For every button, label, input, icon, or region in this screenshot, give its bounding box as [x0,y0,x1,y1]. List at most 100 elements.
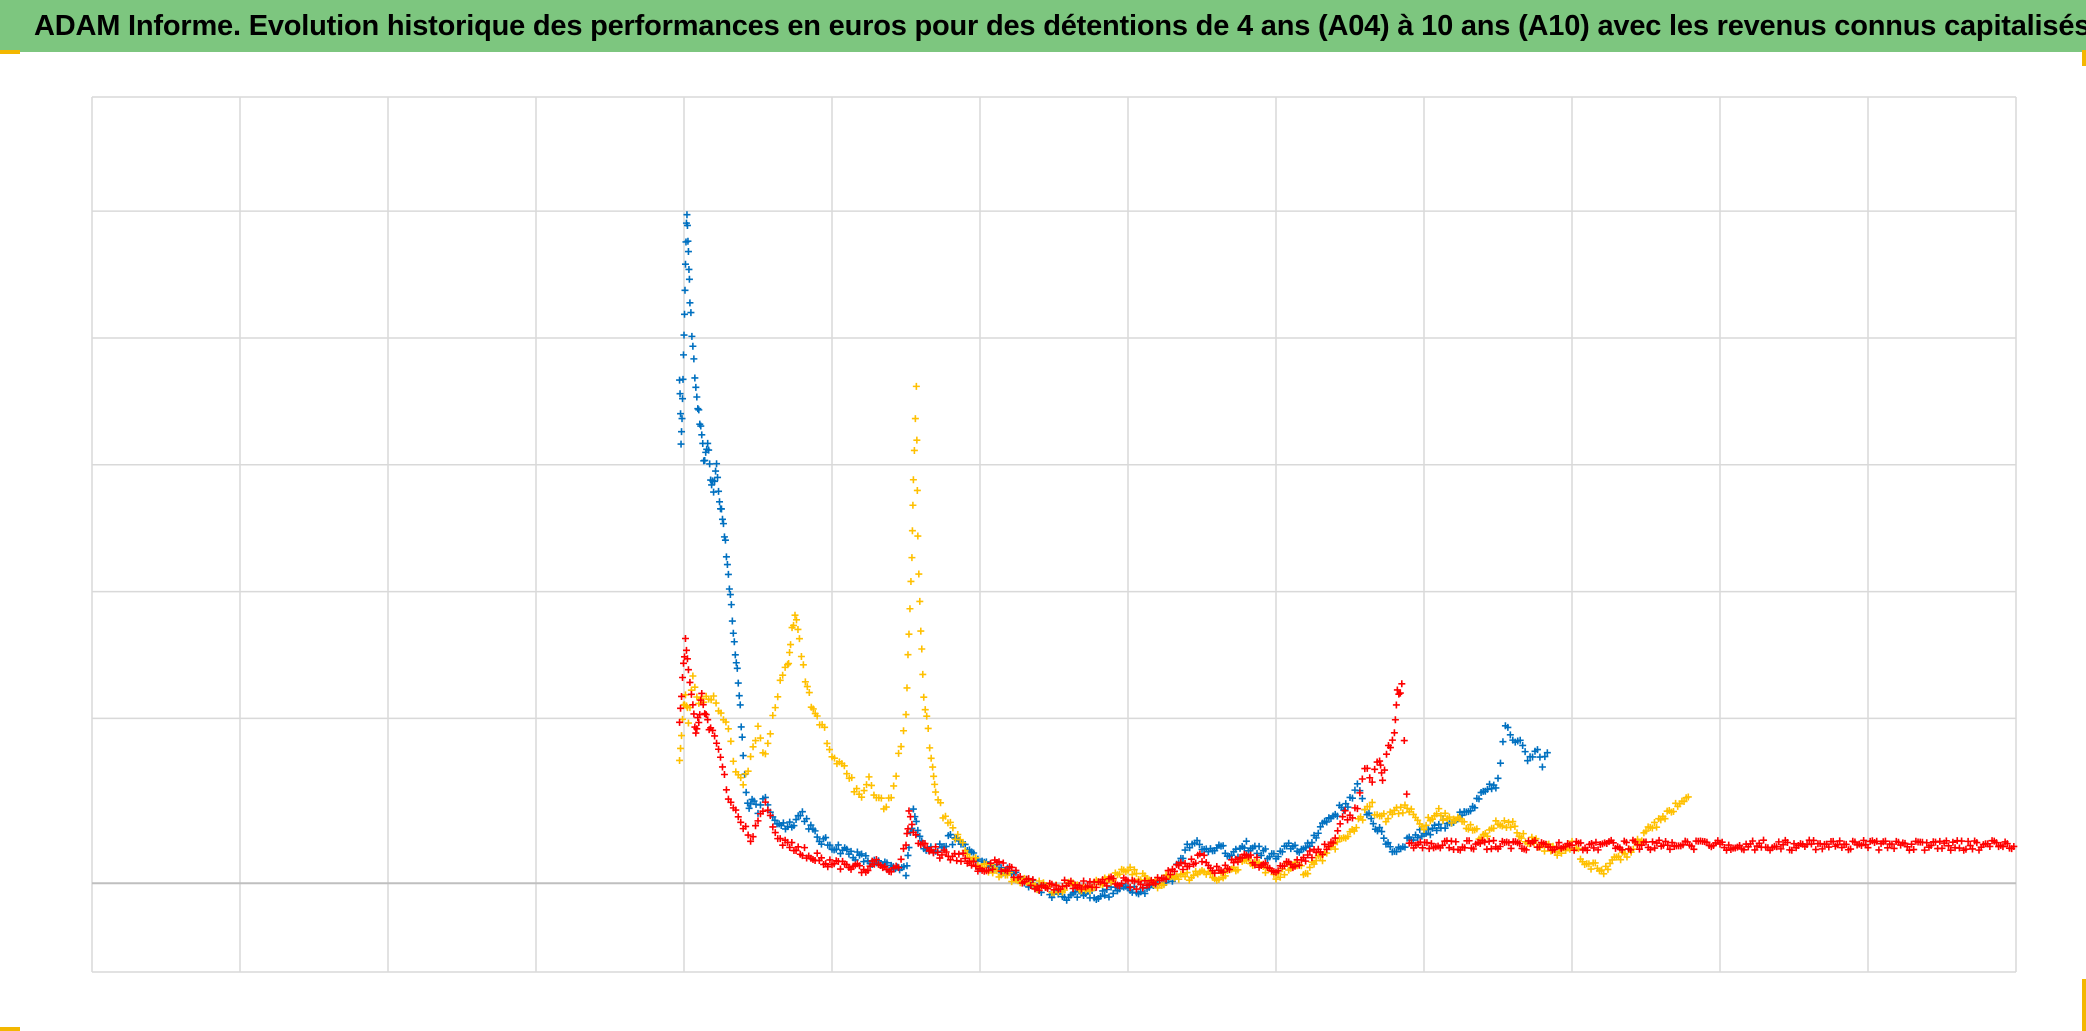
data-point-marker [904,851,912,859]
data-point-marker [1441,809,1449,817]
data-point-marker [913,436,921,444]
data-point-marker [776,835,784,843]
data-point-marker [1285,839,1293,847]
data-point-marker [698,689,706,697]
data-point-marker [807,821,815,829]
data-point-marker [1261,869,1269,877]
data-point-marker [1369,820,1377,828]
data-point-marker [1496,842,1504,850]
data-point-marker [1255,842,1263,850]
data-point-marker [895,864,903,872]
data-point-marker [1986,842,1994,850]
data-point-marker [1308,854,1316,862]
data-point-marker [995,858,1003,866]
data-point-marker [779,841,787,849]
data-point-marker [754,817,762,825]
data-point-marker [691,683,699,691]
data-point-marker [786,843,794,851]
data-point-marker [897,855,905,863]
data-point-marker [1927,841,1935,849]
data-point-marker [1344,816,1352,824]
data-point-marker [796,812,804,820]
data-point-marker [722,553,730,561]
data-point-marker [801,678,809,686]
data-point-marker [1635,845,1643,853]
data-point-marker [1509,818,1517,826]
data-point-marker [681,691,689,699]
data-point-marker [1617,856,1625,864]
data-point-marker [1529,753,1537,761]
data-point-marker [1942,837,1950,845]
data-point-marker [1391,716,1399,724]
data-point-marker [1598,866,1606,874]
data-point-marker [1274,853,1282,861]
data-point-marker [766,730,774,738]
data-point-marker [761,798,769,806]
data-point-marker [1306,847,1314,855]
data-point-marker [1035,886,1043,894]
data-point-marker [961,854,969,862]
data-point-marker [1358,795,1366,803]
data-point-marker [1319,857,1327,865]
data-point-marker [1664,841,1672,849]
data-point-marker [681,635,689,643]
data-point-marker [1257,851,1265,859]
data-point-marker [1312,834,1320,842]
data-point-marker [1788,846,1796,854]
data-point-marker [1936,837,1944,845]
data-point-marker [676,718,684,726]
data-point-marker [937,799,945,807]
data-point-marker [1393,848,1401,856]
data-point-marker [732,806,740,814]
series-3-markers [676,635,2018,894]
data-point-marker [1881,837,1889,845]
data-point-marker [1810,836,1818,844]
data-point-marker [1486,780,1494,788]
data-point-marker [1132,870,1140,878]
data-point-marker [1528,833,1536,841]
data-point-marker [720,533,728,541]
data-point-marker [1504,723,1512,731]
data-point-marker [776,676,784,684]
data-point-marker [717,753,725,761]
data-point-marker [1513,829,1521,837]
data-point-marker [1622,838,1630,846]
data-point-marker [817,840,825,848]
data-point-marker [809,705,817,713]
data-point-marker [959,839,967,847]
data-point-marker [909,476,917,484]
data-point-marker [1280,862,1288,870]
data-point-marker [826,856,834,864]
chart-area [0,52,2086,1031]
data-point-marker [1847,845,1855,853]
data-point-marker [1407,805,1415,813]
data-point-marker [1196,840,1204,848]
data-point-marker [1583,846,1591,854]
data-point-marker [1130,877,1138,885]
data-point-marker [824,863,832,871]
data-point-marker [1684,793,1692,801]
data-point-marker [1426,831,1434,839]
data-point-marker [834,841,842,849]
data-point-marker [1461,844,1469,852]
data-point-marker [1177,858,1185,866]
data-point-marker [1600,870,1608,878]
data-point-marker [784,661,792,669]
data-point-marker [822,834,830,842]
data-point-marker [1137,888,1145,896]
data-point-marker [771,704,779,712]
data-point-marker [1166,871,1174,879]
data-point-marker [713,460,721,468]
data-point-marker [1431,821,1439,829]
data-point-marker [689,672,697,680]
data-point-marker [1884,844,1892,852]
data-point-marker [739,752,747,760]
data-point-marker [1420,826,1428,834]
data-point-marker [1390,729,1398,737]
data-point-marker [779,819,787,827]
data-point-marker [1888,840,1896,848]
data-point-marker [792,816,800,824]
data-point-marker [678,415,686,423]
data-point-marker [1490,824,1498,832]
data-point-marker [715,487,723,495]
